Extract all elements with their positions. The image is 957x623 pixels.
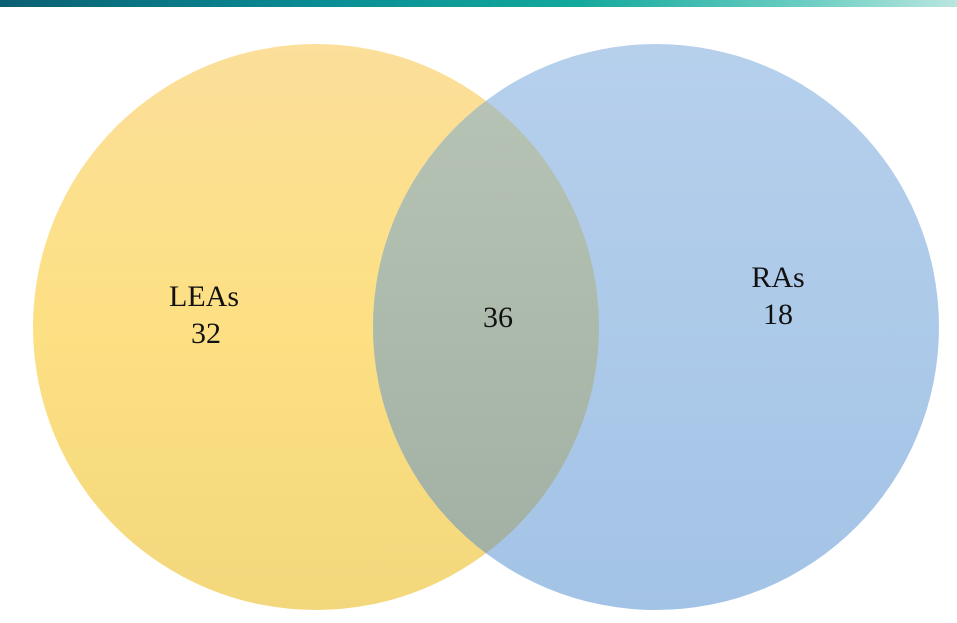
leas-count: 32: [191, 317, 221, 350]
leas-label: LEAs: [169, 280, 239, 313]
top-accent-bar: [0, 0, 957, 7]
ras-label: RAs: [751, 261, 804, 294]
overlap-count: 36: [483, 301, 513, 334]
ras-count: 18: [763, 298, 793, 331]
overlap-region: [373, 44, 599, 610]
